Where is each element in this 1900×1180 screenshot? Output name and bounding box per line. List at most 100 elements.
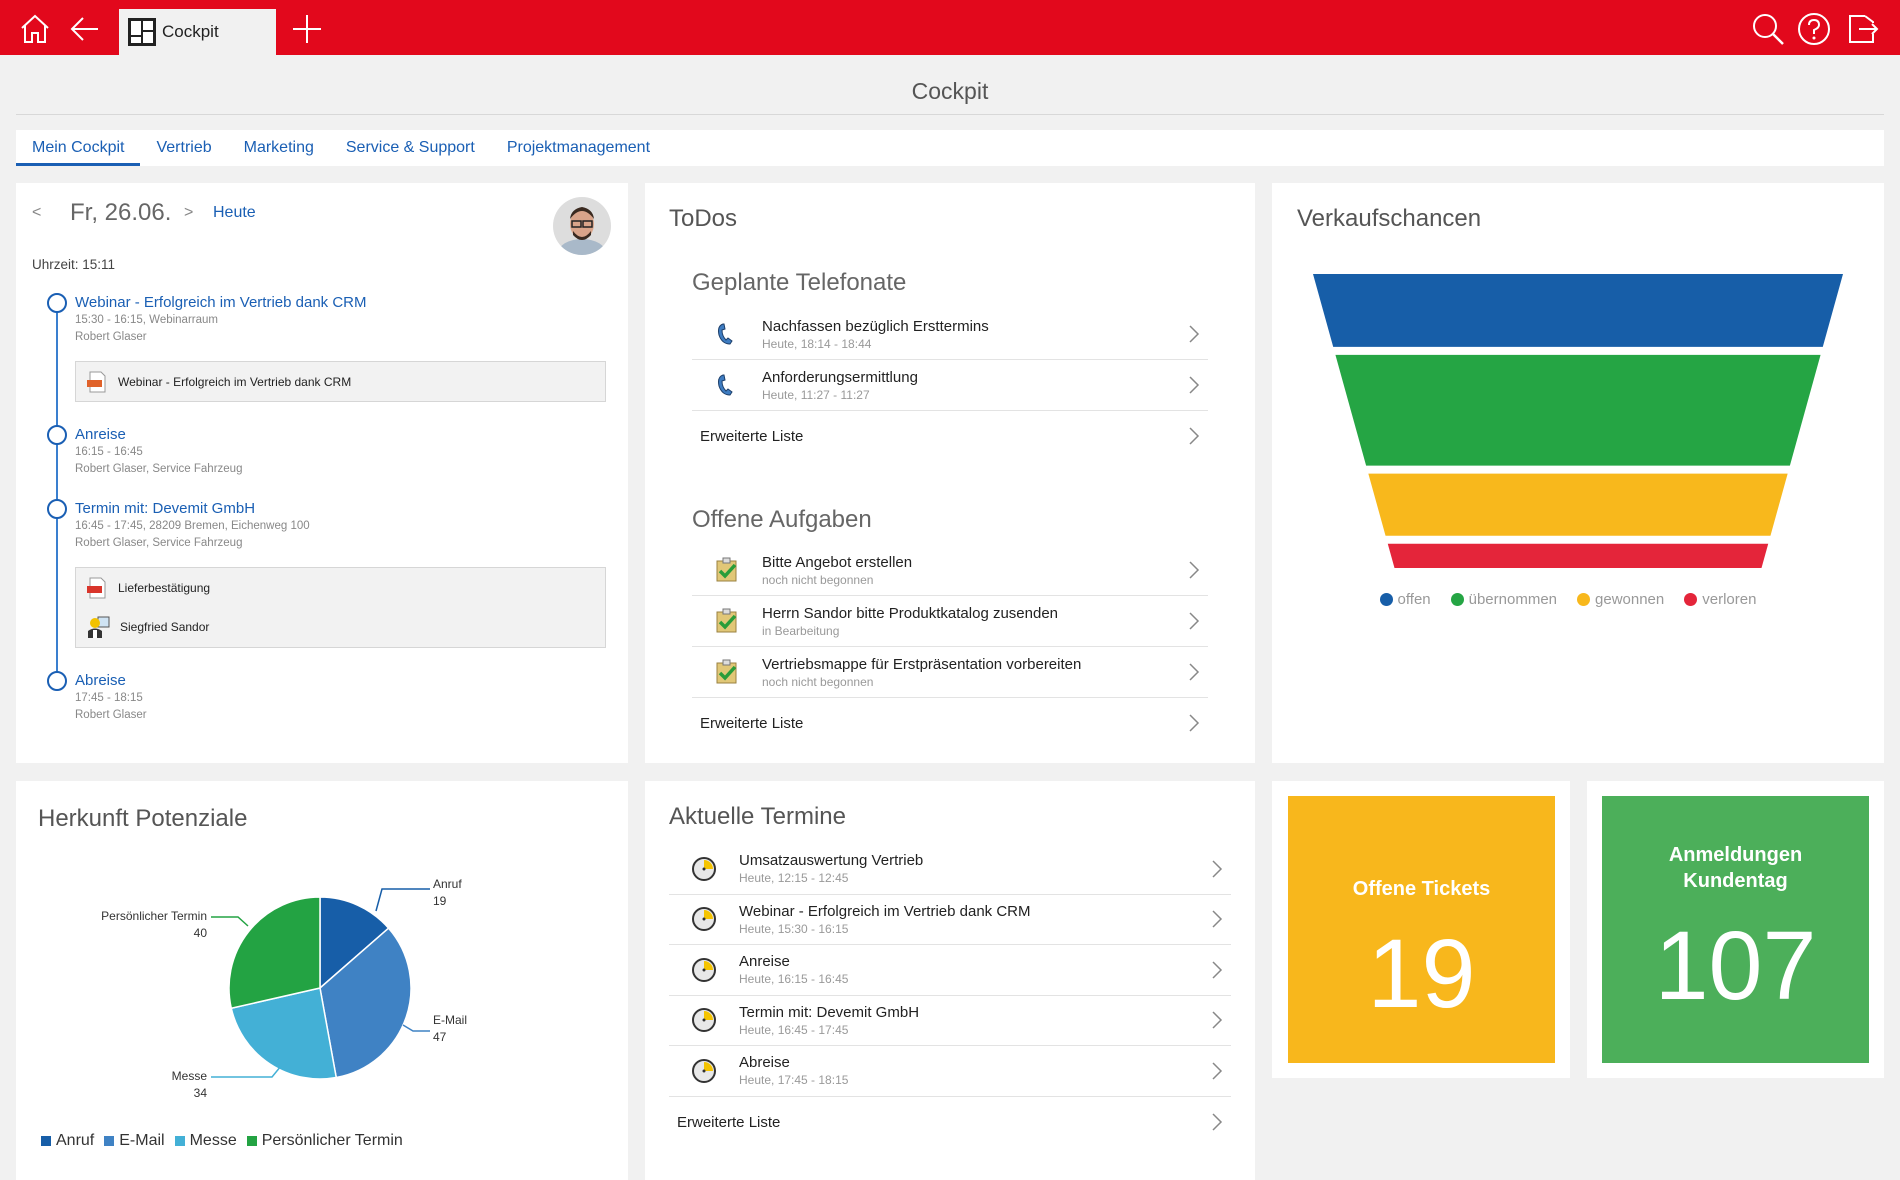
avatar[interactable] (553, 197, 611, 255)
funnel-legend: offen übernommen gewonnen verloren (1272, 591, 1884, 610)
prev-day-button[interactable]: < (32, 204, 42, 221)
funnel-segment-1[interactable] (1335, 354, 1821, 466)
calendar-card: < Fr, 26.06. > Heute Uhrzeit: 15:11 Webi… (16, 183, 628, 763)
legend-item[interactable]: verloren (1684, 591, 1756, 608)
tile-value: 107 (1654, 911, 1817, 1020)
help-icon[interactable] (1797, 12, 1831, 46)
attachment-contact[interactable]: Siegfried Sandor (76, 607, 605, 646)
timeline-dot (47, 293, 67, 313)
tab-service-support[interactable]: Service & Support (345, 139, 475, 156)
logout-icon[interactable] (1845, 12, 1879, 46)
attachment-label: Lieferbestätigung (118, 580, 211, 595)
legend-item[interactable]: offen (1379, 591, 1431, 608)
tile-label: Offene Tickets (1352, 878, 1491, 900)
task-item[interactable]: Herrn Sandor bitte Produktkatalog zusend… (692, 596, 1208, 647)
task-item[interactable]: Bitte Angebot erstellen noch nicht begonn… (692, 545, 1208, 596)
extended-list-label: Erweiterte Liste (700, 714, 804, 732)
clock-icon (692, 907, 716, 932)
item-subtitle: Heute, 11:27 - 11:27 (762, 387, 870, 402)
appointments-card: Aktuelle Termine Umsatzauswertung Vertri… (645, 781, 1255, 1180)
legend-label: Persönlicher Termin (261, 1132, 403, 1149)
next-day-button[interactable]: > (184, 204, 194, 221)
pie-slice-3[interactable] (228, 896, 321, 1010)
extended-list-link[interactable]: Erweiterte Liste (692, 411, 1208, 461)
appointment-item[interactable]: Umsatzauswertung Vertrieb Heute, 12:15 - … (669, 844, 1231, 895)
legend-item[interactable]: gewonnen (1577, 591, 1664, 608)
todos-card: ToDos Geplante Telefonate Offene Aufgabe… (645, 183, 1255, 763)
data-label-category: E-Mail (433, 1013, 467, 1027)
current-date: Fr, 26.06. (70, 199, 172, 226)
pie-slice-1[interactable] (319, 927, 412, 1079)
appointment-item[interactable]: Termin mit: Devemit GmbH Heute, 16:45 - 1… (669, 996, 1231, 1046)
legend-dot (1684, 593, 1698, 606)
chevron-right-icon (1212, 961, 1223, 979)
back-arrow-icon[interactable] (68, 12, 102, 46)
chevron-right-icon (1212, 1011, 1223, 1029)
extended-list-label: Erweiterte Liste (677, 1113, 781, 1131)
funnel-chart (1313, 274, 1843, 568)
pie-slice-0[interactable] (319, 896, 390, 990)
data-label-value: 47 (433, 1030, 447, 1044)
extended-list-link[interactable]: Erweiterte Liste (669, 1097, 1231, 1147)
event-participants: Robert Glaser (75, 709, 147, 721)
item-subtitle: noch nicht begonnen (762, 572, 874, 587)
tab-projektmanagement[interactable]: Projektmanagement (506, 139, 651, 156)
appointment-item[interactable]: Anreise Heute, 16:15 - 16:45 (669, 945, 1231, 996)
item-title: Webinar - Erfolgreich im Vertrieb dank C… (739, 902, 1031, 920)
tab-mein-cockpit[interactable]: Mein Cockpit (16, 130, 141, 166)
extended-list-link[interactable]: Erweiterte Liste (692, 698, 1208, 748)
tab-cockpit[interactable]: Cockpit (119, 9, 276, 55)
search-icon[interactable] (1751, 12, 1785, 46)
pie-legend: Anruf E-Mail Messe Persönlicher Termin (41, 1132, 413, 1151)
timeline-dot (47, 425, 67, 445)
funnel-segment-3[interactable] (1387, 543, 1769, 568)
legend-item[interactable]: Anruf (41, 1132, 94, 1150)
attachment-pdf[interactable]: Lieferbestätigung (76, 568, 605, 607)
pie-slice-2[interactable] (230, 987, 338, 1080)
origin-pie-card: Herkunft Potenziale Anruf 19 E-Mail 47 Messe… (16, 781, 628, 1180)
event-title[interactable]: Termin mit: Devemit GmbH (75, 500, 256, 517)
registrations-tile[interactable]: Anmeldungen Kundentag 107 (1602, 796, 1869, 1063)
task-item[interactable]: Vertriebsmappe für Erstpräsentation vorb… (692, 647, 1208, 698)
section-title: Offene Aufgaben (692, 506, 872, 533)
open-tickets-tile[interactable]: Offene Tickets 19 (1288, 796, 1555, 1063)
item-subtitle: Heute, 15:30 - 16:15 (739, 921, 849, 936)
leader-line (211, 1065, 282, 1078)
item-title: Nachfassen bezüglich Ersttermins (762, 317, 989, 335)
event-participants: Robert Glaser, Service Fahrzeug (75, 463, 243, 475)
call-item[interactable]: Nachfassen bezüglich Ersttermins Heute, 1… (692, 309, 1208, 360)
attachment-box: Webinar - Erfolgreich im Vertrieb dank C… (75, 361, 606, 402)
legend-label: übernommen (1468, 591, 1558, 608)
event-title[interactable]: Abreise (75, 672, 126, 689)
legend-label: Messe (189, 1132, 237, 1149)
appointment-item[interactable]: Abreise Heute, 17:45 - 18:15 (669, 1046, 1231, 1097)
legend-item[interactable]: Persönlicher Termin (246, 1132, 403, 1150)
funnel-segment-0[interactable] (1313, 274, 1843, 347)
task-clipboard-icon (716, 608, 737, 633)
data-label-category: Persönlicher Termin (101, 909, 207, 923)
clock-icon (692, 1058, 716, 1083)
event-title[interactable]: Anreise (75, 426, 126, 443)
plus-icon[interactable] (290, 12, 324, 46)
legend-item[interactable]: Messe (174, 1132, 237, 1150)
home-icon[interactable] (18, 12, 52, 46)
legend-item[interactable]: übernommen (1450, 591, 1558, 608)
event-title[interactable]: Webinar - Erfolgreich im Vertrieb dank C… (75, 294, 367, 311)
top-bar: Cockpit (0, 0, 1900, 55)
funnel-segment-2[interactable] (1368, 473, 1788, 536)
legend-swatch (41, 1136, 51, 1146)
attachment-box: Lieferbestätigung Siegfried Sandor (75, 567, 606, 648)
tab-marketing[interactable]: Marketing (243, 139, 314, 156)
chevron-right-icon (1189, 714, 1200, 732)
card-title: Aktuelle Termine (669, 803, 846, 830)
legend-item[interactable]: E-Mail (104, 1132, 165, 1150)
appointment-item[interactable]: Webinar - Erfolgreich im Vertrieb dank C… (669, 895, 1231, 945)
clock-icon (692, 957, 716, 982)
event-participants: Robert Glaser, Service Fahrzeug (75, 537, 243, 549)
call-item[interactable]: Anforderungsermittlung Heute, 11:27 - 11:… (692, 360, 1208, 411)
attachment-ppt[interactable]: Webinar - Erfolgreich im Vertrieb dank C… (76, 362, 605, 401)
today-link[interactable]: Heute (213, 204, 256, 221)
tab-vertrieb[interactable]: Vertrieb (156, 139, 212, 156)
legend-label: gewonnen (1595, 591, 1665, 608)
legend-swatch (246, 1136, 257, 1146)
